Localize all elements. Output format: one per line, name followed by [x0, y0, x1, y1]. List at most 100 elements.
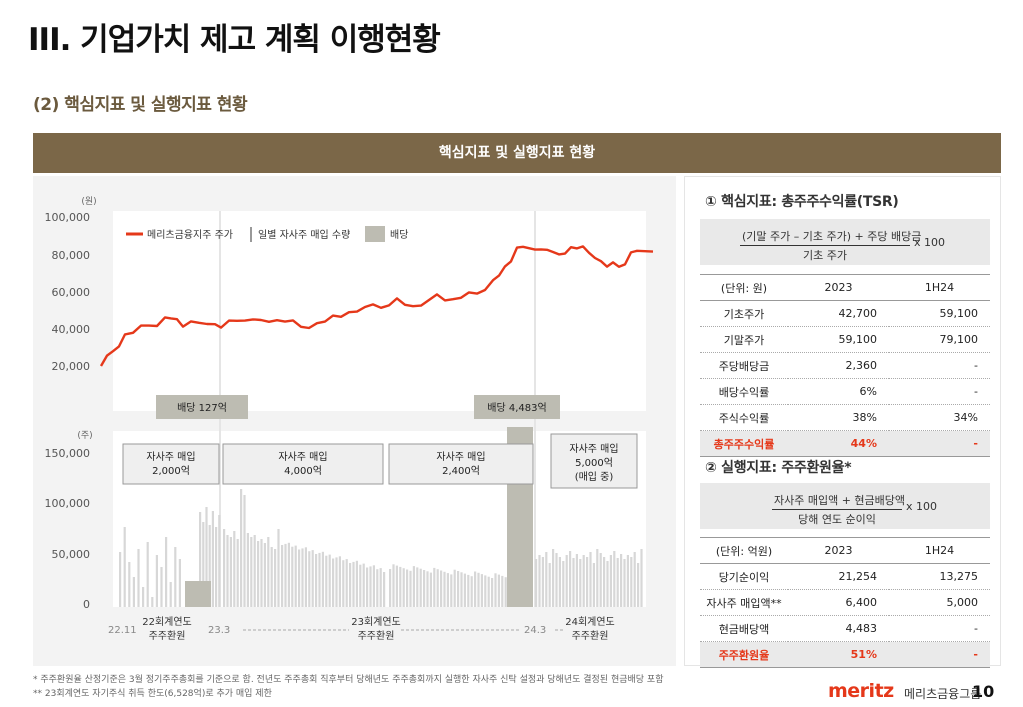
volume-bar: [218, 515, 221, 607]
row-label: 자사주 매입액**: [700, 589, 788, 616]
shareholder-return-total-row: 주주환원율 51% -: [700, 641, 990, 668]
table-row: 주식수익률 38% 34%: [700, 404, 990, 431]
sr-formula-multiplier: x 100: [906, 500, 938, 513]
agm-label-line1: 23회계연도: [351, 616, 401, 628]
row-value: 6,400: [788, 589, 889, 616]
row-value: -: [889, 641, 990, 668]
volume-bar: [332, 558, 335, 607]
volume-bar: [328, 554, 331, 607]
volume-bar: [257, 541, 260, 607]
volume-bar: [555, 553, 558, 607]
volume-bar: [355, 560, 358, 607]
buyback-box: [388, 443, 534, 485]
table-row: 기초주가 42,700 59,100: [700, 300, 990, 327]
volume-bar: [119, 552, 122, 607]
dividend-label-box: [474, 395, 560, 419]
volume-bar: [426, 571, 429, 607]
tsr-formula-denominator: 기초 주가: [803, 249, 847, 262]
row-value: -: [889, 378, 990, 405]
volume-bar: [205, 507, 208, 607]
volume-bar: [243, 495, 246, 607]
page-title: III. 기업가치 제고 계획 이행현황: [28, 22, 441, 58]
price-plot-area: [113, 211, 646, 411]
buyback-box: [122, 443, 220, 485]
indicators-panel: ① 핵심지표: 총주주수익률(TSR) (기말 주가 – 기초 주가) + 주당…: [684, 176, 1001, 668]
price-volume-chart: (원) 100,000 80,000 60,000 40,000 20,000 …: [33, 176, 676, 666]
buyback-box-line2: 2,400억: [442, 465, 480, 477]
volume-bar: [389, 569, 392, 607]
volume-bar: [474, 571, 477, 607]
volume-bar: [160, 567, 163, 607]
volume-bar: [630, 557, 633, 607]
buyback-box-line1: 자사주 매입: [569, 442, 618, 455]
agm-label-line2: 주주환원: [149, 630, 186, 642]
table-row: 기말주가 59,100 79,100: [700, 326, 990, 353]
volume-bar: [637, 563, 640, 607]
volume-bar: [137, 549, 140, 607]
row-label: 현금배당액: [700, 615, 788, 642]
volume-bar: [487, 576, 490, 607]
row-label: 총주주수익률: [700, 430, 788, 457]
volume-bar: [155, 555, 158, 607]
volume-bar: [342, 560, 345, 607]
volume-bar: [298, 549, 301, 607]
volume-bar: [562, 561, 565, 607]
volume-bar: [311, 550, 314, 607]
row-label: 기초주가: [700, 300, 788, 327]
row-value: 4,483: [788, 615, 889, 642]
volume-bar: [395, 565, 398, 607]
volume-bar: [169, 582, 172, 607]
price-tick: 20,000: [52, 360, 91, 373]
section-banner: 핵심지표 및 실행지표 현황: [33, 133, 1001, 173]
table-header-cell: 1H24: [889, 274, 990, 301]
company-name: 메리츠금융그룹: [904, 687, 982, 701]
table-row: 당기순이익 21,254 13,275: [700, 563, 990, 590]
volume-bar: [325, 555, 328, 607]
volume-bar: [142, 587, 145, 607]
price-tick: 100,000: [45, 211, 91, 224]
volume-bar: [263, 543, 266, 607]
volume-tick: 150,000: [45, 447, 91, 460]
row-value: 2,360: [788, 352, 889, 379]
volume-bar: [575, 554, 578, 607]
volume-bar: [345, 559, 348, 607]
volume-bar: [620, 554, 623, 607]
row-value: -: [889, 352, 990, 379]
volume-bar: [253, 535, 256, 607]
volume-bar: [178, 559, 181, 607]
volume-bar: [250, 537, 253, 607]
tsr-table: (단위: 원) 2023 1H24 기초주가 42,700 59,100 기말주가 5…: [700, 274, 990, 457]
shareholder-return-title: ② 실행지표: 주주환원율*: [705, 460, 852, 476]
volume-bar: [545, 552, 548, 607]
price-tick: 40,000: [52, 323, 91, 336]
volume-bar: [572, 558, 575, 607]
agm-label-line1: 22회계연도: [142, 616, 192, 628]
volume-bar: [399, 566, 402, 607]
table-header-row: (단위: 억원) 2023 1H24: [700, 537, 990, 564]
volume-bar: [412, 566, 415, 607]
page-number: 10: [972, 682, 995, 701]
volume-bar: [369, 566, 372, 607]
buyback-box-line2: 2,000억: [152, 465, 190, 477]
volume-bar: [240, 489, 243, 607]
dividend-label-box: [156, 395, 248, 419]
row-label: 주식수익률: [700, 404, 788, 431]
volume-bar: [569, 551, 572, 607]
row-value: -: [889, 430, 990, 457]
volume-bar: [223, 529, 226, 607]
volume-bar: [270, 547, 273, 607]
row-value: 42,700: [788, 300, 889, 327]
tsr-formula: (기말 주가 – 기초 주가) + 주당 배당금 기초 주가 x 100: [700, 219, 990, 265]
volume-bar: [409, 570, 412, 607]
volume-bar: [579, 559, 582, 607]
table-row: 주당배당금 2,360-: [700, 352, 990, 379]
volume-bar: [501, 575, 504, 607]
row-value: 44%: [788, 430, 889, 457]
price-tick: 80,000: [52, 249, 91, 262]
row-label: 기말주가: [700, 326, 788, 353]
volume-bar: [226, 535, 229, 607]
volume-bar: [477, 572, 480, 607]
volume-bar: [301, 548, 304, 607]
volume-bar: [376, 569, 379, 607]
tsr-total-row: 총주주수익률 44% -: [700, 430, 990, 457]
